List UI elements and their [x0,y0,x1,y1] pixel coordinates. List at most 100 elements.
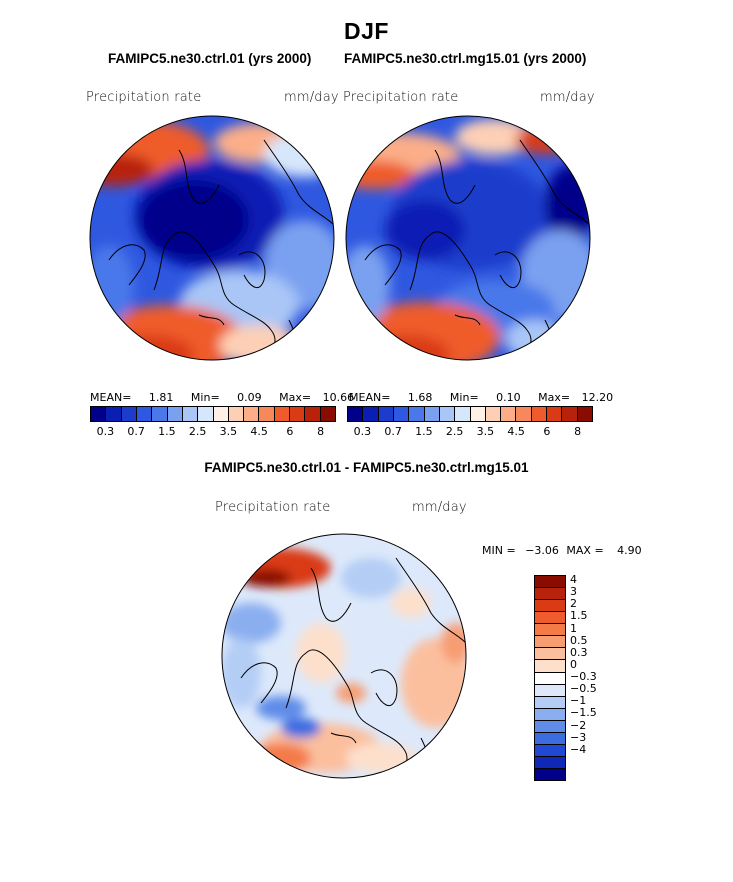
panel-1-case-title: FAMIPC5.ne30.ctrl.01 (yrs 2000) [108,51,312,66]
difference-max-label: MAX = [566,544,604,557]
difference-colorbar-cell [535,576,565,589]
difference-colorbar-label: 1 [570,621,577,635]
difference-variable-label: Precipitation rate [215,500,331,515]
difference-max-value: 4.90 [617,544,642,557]
difference-stats: MIN = −3.06 MAX = 4.90 [482,544,642,557]
difference-colorbar-label: −1 [570,694,587,708]
difference-colorbar-label: 3 [570,585,577,599]
difference-colorbar-cell [535,756,565,769]
panel-1-units-label: mm/day [284,90,339,105]
panel-2-colorbar-cell [455,407,471,421]
panel-2-max-label: Max= [538,391,571,404]
panel-1-colorbar-cell [213,407,229,421]
panel-2-colorbar-tick-label: 0.7 [384,425,402,438]
difference-colorbar-label: 1.5 [570,609,588,623]
difference-colorbar-label: −2 [570,718,587,732]
difference-colorbar-cell [535,600,565,613]
panel-2-colorbar-cell [363,407,379,421]
panel-2-colorbar-cell [348,407,364,421]
figure-title: DJF [344,18,389,44]
panel-2-colorbar-cell [531,407,548,421]
difference-colorbar-cell [535,624,565,637]
panel-1-colorbar-cell [91,407,107,421]
difference-colorbar-cell [535,732,565,745]
difference-colorbar-label: −4 [570,742,587,756]
difference-colorbar-cell [535,588,565,601]
panel-2-colorbar-cell [485,407,502,421]
panel-2-colorbar-cell [393,407,410,421]
difference-colorbar-cell [535,769,565,781]
panel-1-min-value: 0.09 [237,391,262,404]
difference-colorbar-cell [535,744,565,757]
panel-1-colorbar-ticks: 0.3 0.7 1.5 2.5 3.5 4.5 6 8 [90,422,336,438]
panel-2-mean-label: MEAN= [349,391,391,404]
panel-1-max-value: 10.66 [322,391,355,404]
difference-colorbar-label: −0.5 [570,682,597,696]
panel-1-max-label: Max= [279,391,312,404]
panel-1-colorbar: 0.3 0.7 1.5 2.5 3.5 4.5 6 8 [90,406,336,438]
panel-1-variable-label: Precipitation rate [86,90,202,105]
panel-1-colorbar-tick-label: 2.5 [188,425,207,438]
panel-1-colorbar-cells [90,406,336,422]
difference-colorbar-label: 0.3 [570,645,588,659]
panel-2-mean-value: 1.68 [407,391,433,404]
panel-1-min-label: Min= [190,391,220,404]
difference-colorbar-cell [535,612,565,625]
difference-colorbar-label: −3 [570,730,587,744]
panel-2-min-value: 0.10 [496,391,521,404]
difference-colorbar [534,575,566,781]
panel-2-polar-map [345,115,591,361]
difference-colorbar-label: 0 [570,657,577,671]
difference-colorbar-label: −0.3 [570,670,597,684]
panel-1-colorbar-cell [182,407,199,421]
difference-title: FAMIPC5.ne30.ctrl.01 - FAMIPC5.ne30.ctrl… [204,460,529,475]
difference-colorbar-label: 4 [570,573,577,587]
difference-units-label: mm/day [412,500,467,515]
panel-2-colorbar-cells [347,406,593,422]
panel-1-colorbar-tick-label: 6 [286,425,294,438]
panel-2-colorbar-cell [439,407,456,421]
panel-2-colorbar-cell [424,407,440,421]
difference-colorbar-cell [535,684,565,697]
panel-1-colorbar-cell [121,407,137,421]
difference-colorbar-label: 2 [570,597,577,611]
panel-2-colorbar-tick-label: 6 [543,425,551,438]
difference-colorbar-label: 0.5 [570,633,588,647]
panel-2-colorbar-tick-label: 0.3 [353,425,372,438]
difference-colorbar-label: −1.5 [570,706,597,720]
difference-colorbar-cell [535,708,565,721]
panel-2-colorbar-cell [501,407,517,421]
panel-1-colorbar-tick-label: 3.5 [219,425,238,438]
panel-2-colorbar-cell [516,407,532,421]
panel-1-colorbar-cell [106,407,122,421]
panel-1-colorbar-cell [228,407,245,421]
panel-1-colorbar-cell [136,407,153,421]
panel-2-max-value: 12.20 [581,391,614,404]
panel-2-units-label: mm/day [540,90,595,105]
panel-1-colorbar-cell [167,407,183,421]
panel-2-colorbar-cell [409,407,425,421]
panel-2-colorbar: 0.3 0.7 1.5 2.5 3.5 4.5 6 8 [347,406,593,438]
panel-1-colorbar-tick-label: 0.3 [96,425,115,438]
panel-2-min-label: Min= [449,391,479,404]
panel-2-colorbar-tick-label: 4.5 [507,425,525,438]
difference-colorbar-cell [535,696,565,709]
panel-1-colorbar-cell [320,407,335,421]
difference-colorbar-cell [535,648,565,661]
panel-1-mean-value: 1.81 [148,391,174,404]
panel-1-colorbar-cell [244,407,260,421]
difference-colorbar-cell [535,672,565,685]
difference-min-label: MIN = [482,544,516,557]
panel-2-colorbar-cell [562,407,578,421]
difference-min-value: −3.06 [525,544,559,557]
panel-1-colorbar-cell [274,407,291,421]
panel-1-polar-map [89,115,335,361]
panel-2-colorbar-cell [470,407,486,421]
panel-2-colorbar-tick-label: 2.5 [445,425,464,438]
panel-2-stats: MEAN= 1.68 Min= 0.10 Max= 12.20 [349,391,613,404]
panel-2-colorbar-cell [577,407,592,421]
panel-1-colorbar-cell [152,407,168,421]
difference-colorbar-cell [535,720,565,733]
difference-colorbar-cell [535,636,565,649]
panel-2-colorbar-tick-label: 1.5 [415,425,433,438]
